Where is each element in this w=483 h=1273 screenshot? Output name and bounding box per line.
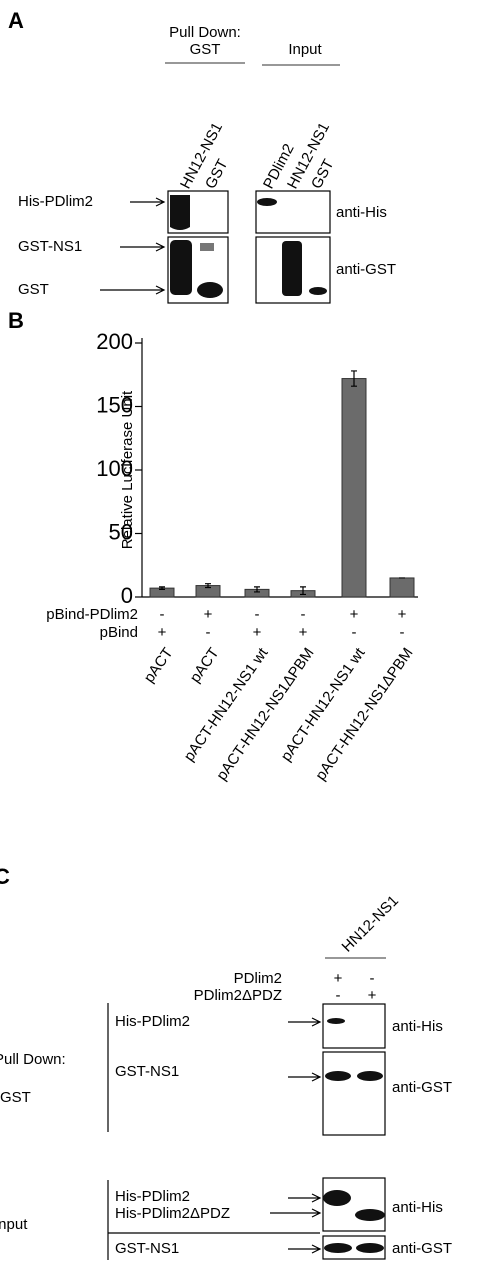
band bbox=[197, 282, 223, 298]
x-tick-label: pACT bbox=[141, 645, 177, 686]
row-label: GST-NS1 bbox=[18, 238, 82, 255]
x-tick-label: pACT-HN12-NS1 wt bbox=[181, 644, 272, 764]
pull-down-label: Pull Down: bbox=[169, 24, 241, 41]
row-label: His-PDlim2ΔPDZ bbox=[115, 1205, 230, 1222]
band bbox=[170, 240, 192, 295]
input-label: Input bbox=[288, 41, 322, 58]
x-tick-label: pACT-HN12-NS1ΔPBM bbox=[312, 645, 416, 784]
band bbox=[327, 1018, 345, 1024]
sign: - bbox=[352, 624, 357, 641]
band bbox=[170, 195, 190, 230]
row-label: His-PDlim2 bbox=[115, 1013, 190, 1030]
figure: A Pull Down: GST Input HN12-NS1 GST PDli… bbox=[0, 0, 483, 1273]
pull-down-gst: GST bbox=[190, 41, 221, 58]
bar bbox=[342, 379, 366, 597]
sign: + bbox=[398, 606, 407, 623]
sign: - bbox=[255, 606, 260, 623]
sign: - bbox=[400, 624, 405, 641]
band bbox=[323, 1190, 351, 1206]
band bbox=[282, 241, 302, 296]
sign: + bbox=[299, 624, 308, 641]
pull-down-gst: GST bbox=[0, 1089, 31, 1106]
sign: - bbox=[160, 606, 165, 623]
sign: + bbox=[368, 987, 377, 1004]
sign: + bbox=[158, 624, 167, 641]
antibody: anti-His bbox=[392, 1199, 443, 1216]
antibody: anti-GST bbox=[392, 1079, 452, 1096]
condition-name: PDlim2 bbox=[234, 970, 282, 987]
sign: - bbox=[206, 624, 211, 641]
blot bbox=[323, 1004, 385, 1048]
band bbox=[324, 1243, 352, 1253]
sign: - bbox=[336, 987, 341, 1004]
condition-name: PDlim2ΔPDZ bbox=[194, 987, 282, 1004]
y-tick-label: 50 bbox=[109, 519, 133, 544]
band bbox=[355, 1209, 385, 1221]
band bbox=[356, 1243, 384, 1253]
band bbox=[325, 1071, 351, 1081]
antibody: anti-GST bbox=[336, 261, 396, 278]
condition-name: pBind-PDlim2 bbox=[46, 606, 138, 623]
panel-letter: C bbox=[0, 864, 10, 889]
sign: - bbox=[301, 606, 306, 623]
y-tick-label: 0 bbox=[121, 583, 133, 608]
row-label: His-PDlim2 bbox=[115, 1188, 190, 1205]
input-label: Input bbox=[0, 1216, 28, 1233]
sign: - bbox=[370, 970, 375, 987]
x-tick-label: pACT bbox=[187, 645, 223, 686]
row-label: GST-NS1 bbox=[115, 1240, 179, 1257]
row-label: His-PDlim2 bbox=[18, 193, 93, 210]
panel-letter: A bbox=[8, 8, 24, 33]
band bbox=[257, 198, 277, 206]
antibody: anti-His bbox=[336, 204, 387, 221]
sign: + bbox=[253, 624, 262, 641]
sign: + bbox=[334, 970, 343, 987]
panel-letter: B bbox=[8, 308, 24, 333]
condition-name: pBind bbox=[100, 624, 138, 641]
row-label: GST-NS1 bbox=[115, 1063, 179, 1080]
bar bbox=[390, 578, 414, 597]
blot bbox=[256, 191, 330, 233]
y-tick-label: 100 bbox=[96, 456, 133, 481]
arrow bbox=[270, 1194, 320, 1253]
band bbox=[309, 287, 327, 295]
antibody: anti-His bbox=[392, 1018, 443, 1035]
band bbox=[357, 1071, 383, 1081]
band bbox=[200, 243, 214, 251]
blot bbox=[323, 1052, 385, 1135]
sign: + bbox=[204, 606, 213, 623]
row-label: GST bbox=[18, 281, 49, 298]
sign: + bbox=[350, 606, 359, 623]
lane-group: HN12-NS1 bbox=[339, 892, 402, 955]
antibody: anti-GST bbox=[392, 1240, 452, 1257]
pull-down-label: Pull Down: bbox=[0, 1051, 66, 1068]
arrow bbox=[288, 1018, 320, 1081]
arrow bbox=[100, 198, 164, 294]
y-tick-label: 200 bbox=[96, 329, 133, 354]
y-tick-label: 150 bbox=[96, 392, 133, 417]
